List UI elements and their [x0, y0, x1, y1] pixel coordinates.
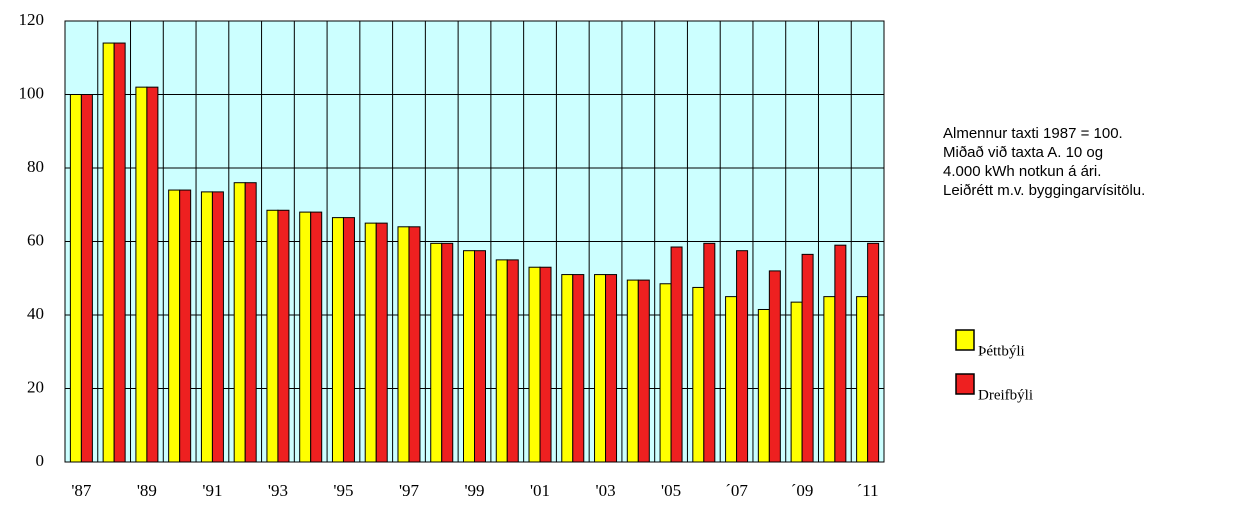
x-tick-label: ´11	[857, 481, 879, 500]
legend-swatch	[955, 329, 975, 351]
bar	[856, 296, 869, 463]
bar	[233, 182, 246, 463]
bar	[310, 211, 323, 463]
bar	[397, 226, 410, 463]
bar	[637, 279, 650, 463]
bar	[594, 274, 607, 463]
bar	[135, 86, 148, 463]
x-tick-label: '05	[661, 481, 681, 500]
bar	[823, 296, 836, 463]
bar	[539, 266, 552, 463]
bar	[211, 191, 224, 463]
bar	[626, 279, 639, 463]
bar	[179, 189, 192, 463]
bar	[113, 42, 126, 463]
legend-label: Dreifbýli	[978, 387, 1033, 403]
bar	[528, 266, 541, 463]
x-tick-label: '03	[596, 481, 616, 500]
bar	[408, 226, 421, 463]
x-tick-label: '95	[333, 481, 353, 500]
x-tick-label: ´09	[791, 481, 814, 500]
legend-swatch	[955, 373, 975, 395]
bar	[364, 222, 377, 463]
bar	[244, 182, 257, 463]
y-tick-label: 60	[27, 230, 44, 249]
legend-label: Þéttbýli	[978, 343, 1025, 359]
bar	[375, 222, 388, 463]
bar	[168, 189, 181, 463]
bar	[474, 250, 486, 463]
y-tick-label: 100	[19, 83, 45, 102]
bar	[277, 209, 290, 463]
x-tick-label: '97	[399, 481, 420, 500]
bar	[146, 86, 159, 463]
bar	[495, 259, 508, 463]
bar	[834, 244, 847, 463]
bar	[790, 301, 803, 463]
x-tick-label: '91	[202, 481, 222, 500]
bar	[331, 217, 344, 463]
bar	[561, 274, 574, 463]
x-tick-label: '93	[268, 481, 288, 500]
x-tick-label: '99	[464, 481, 484, 500]
bar	[102, 42, 115, 463]
bar	[605, 274, 618, 463]
annotation: Miðað við taxta A. 10 og	[943, 144, 1103, 161]
bar	[736, 250, 749, 463]
bar	[266, 209, 279, 463]
bar	[506, 259, 519, 463]
bar	[572, 274, 585, 463]
annotation: 4.000 kWh notkun á ári.	[943, 163, 1101, 180]
bar	[299, 211, 312, 463]
bar	[441, 242, 454, 463]
x-tick-label: '89	[137, 481, 157, 500]
bar	[69, 94, 82, 463]
x-tick-label: '87	[71, 481, 92, 500]
bar	[692, 286, 705, 463]
bar	[80, 94, 93, 463]
y-tick-label: 40	[27, 304, 44, 323]
bar	[867, 242, 880, 463]
bar	[703, 242, 716, 463]
bar	[725, 296, 738, 463]
x-tick-label: '01	[530, 481, 550, 500]
y-tick-label: 0	[36, 451, 45, 470]
annotation: Leiðrétt m.v. byggingarvísitölu.	[943, 182, 1145, 199]
bar	[801, 253, 814, 463]
bar	[342, 217, 355, 463]
bar	[200, 191, 213, 463]
x-tick-label: ´07	[725, 481, 748, 500]
y-tick-label: 80	[27, 157, 44, 176]
bar	[463, 250, 475, 463]
y-tick-label: 20	[27, 377, 44, 396]
annotation: Almennur taxti 1987 = 100.	[943, 125, 1123, 142]
bar	[768, 270, 781, 463]
bar	[430, 242, 443, 463]
bar	[659, 283, 672, 463]
bar	[670, 246, 683, 463]
bar	[757, 308, 770, 463]
y-tick-label: 120	[19, 10, 45, 29]
